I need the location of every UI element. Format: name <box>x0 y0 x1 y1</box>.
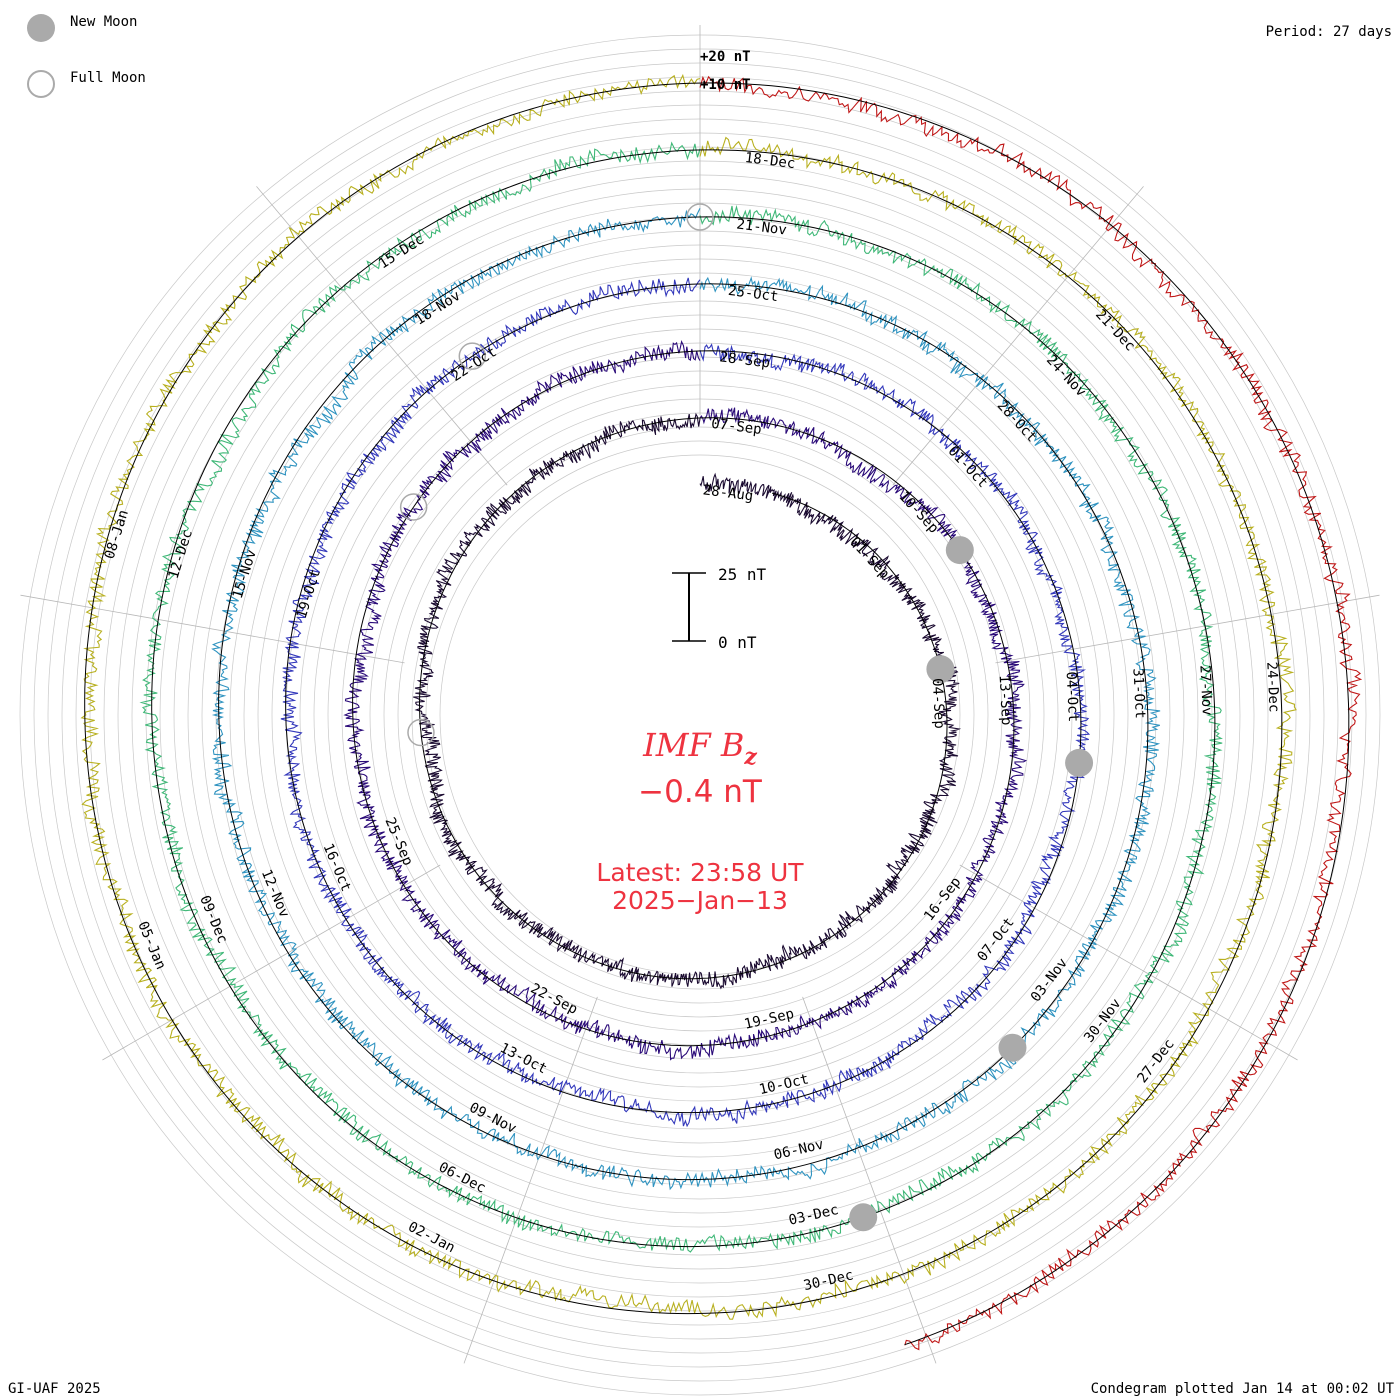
current-value: −0.4 nT <box>638 774 762 810</box>
baseline-label-plus10: +10 nT <box>700 77 751 93</box>
latest-time: Latest: 23:58 UT <box>596 858 804 887</box>
grid-spoke <box>959 864 1298 1061</box>
grid-spoke <box>463 996 598 1364</box>
date-label: 10-Oct <box>758 1071 811 1098</box>
date-label: 04-Oct <box>1063 671 1081 722</box>
date-label: 22-Oct <box>449 344 500 385</box>
center-title: IMF Bz <box>0 726 1400 770</box>
grid-spoke <box>802 996 937 1364</box>
date-label: 15-Nov <box>230 548 260 601</box>
full-moon-legend-icon <box>27 70 55 98</box>
latest-date: 2025−Jan−13 <box>612 886 788 915</box>
bz-trace-rotation-1 <box>343 340 1028 1061</box>
date-label: 07-Sep <box>710 416 762 438</box>
grid-ring <box>411 426 989 1004</box>
grid-spoke <box>995 594 1380 664</box>
date-label: 08-Jan <box>102 508 132 561</box>
date-label: 06-Dec <box>436 1159 488 1196</box>
scale-bar-top-label: 25 nT <box>718 565 767 584</box>
grid-spoke <box>102 864 441 1061</box>
date-label: 10-Sep <box>895 489 941 537</box>
bz-trace-rotation-2 <box>280 277 1091 1128</box>
date-label: 28-Sep <box>719 349 771 371</box>
center-title-main: IMF B <box>643 726 745 764</box>
credit-label: GI-UAF 2025 <box>8 1381 101 1397</box>
date-label: 21-Nov <box>735 216 787 238</box>
grid-spoke <box>892 186 1144 486</box>
new-moon-marker <box>945 536 974 565</box>
date-label: 19-Sep <box>743 1006 796 1033</box>
new-moon-marker <box>998 1033 1027 1062</box>
plotted-timestamp: Condegram plotted Jan 14 at 00:02 UT <box>1090 1381 1394 1397</box>
baseline-labels: +20 nT +10 nT <box>700 49 751 93</box>
date-label: 07-Oct <box>974 915 1017 965</box>
date-label: 27-Dec <box>1134 1036 1177 1086</box>
baseline-spiral <box>84 82 1350 1346</box>
full-moon-legend-label: Full Moon <box>70 70 146 86</box>
bz-trace-rotation-4 <box>139 141 1223 1253</box>
bz-trace-rotation-6 <box>699 75 1363 1351</box>
date-label: 22-Sep <box>528 981 580 1018</box>
date-label: 01-Oct <box>945 443 991 491</box>
date-label: 06-Nov <box>772 1137 825 1164</box>
date-label: 04-Sep <box>929 678 947 729</box>
new-moon-legend-icon <box>27 14 55 42</box>
baseline-label-plus20: +20 nT <box>700 49 751 65</box>
grid-spoke <box>20 594 405 664</box>
full-moon-marker <box>686 203 714 231</box>
full-moon-marker <box>399 493 428 521</box>
date-label: 24-Nov <box>1043 352 1089 400</box>
moon-markers <box>399 203 1094 1232</box>
grid-ring <box>313 328 1087 1102</box>
scale-bar: 25 nT 0 nT <box>672 565 767 652</box>
grid-ring <box>285 300 1115 1130</box>
date-label: 30-Dec <box>802 1267 855 1294</box>
date-label: 28-Aug <box>702 482 754 504</box>
date-label: 03-Dec <box>787 1202 840 1229</box>
date-label: 18-Nov <box>412 288 463 329</box>
bz-traces <box>80 73 1363 1351</box>
date-label: 13-Sep <box>996 674 1014 725</box>
date-label: 15-Dec <box>376 231 427 272</box>
date-label: 19-Oct <box>294 567 324 620</box>
grid-ring <box>341 356 1059 1074</box>
bz-trace-rotation-5 <box>80 73 1297 1320</box>
full-moon-marker <box>458 342 487 370</box>
new-moon-marker <box>849 1203 878 1232</box>
date-label: 25-Oct <box>727 283 779 305</box>
date-label: 05-Jan <box>134 919 168 972</box>
baseline-spiral-path <box>84 82 1350 1346</box>
new-moon-marker <box>1065 748 1094 777</box>
date-label: 27-Nov <box>1196 665 1214 716</box>
new-moon-marker <box>926 655 955 684</box>
scale-bar-bottom-label: 0 nT <box>718 633 757 652</box>
grid-ring <box>383 398 1017 1032</box>
center-title-sub: z <box>744 744 757 770</box>
date-labels: 28-Aug01-Sep04-Sep07-Sep10-Sep13-Sep16-S… <box>102 150 1282 1294</box>
period-label: Period: 27 days <box>1265 24 1392 40</box>
full-moon-marker <box>407 718 435 747</box>
date-label: 18-Dec <box>744 150 796 172</box>
date-label: 31-Oct <box>1129 668 1147 719</box>
bz-trace-rotation-0 <box>413 412 962 990</box>
new-moon-legend-label: New Moon <box>70 14 138 30</box>
date-label: 24-Dec <box>1263 661 1281 712</box>
radial-spokes <box>20 25 1380 1364</box>
